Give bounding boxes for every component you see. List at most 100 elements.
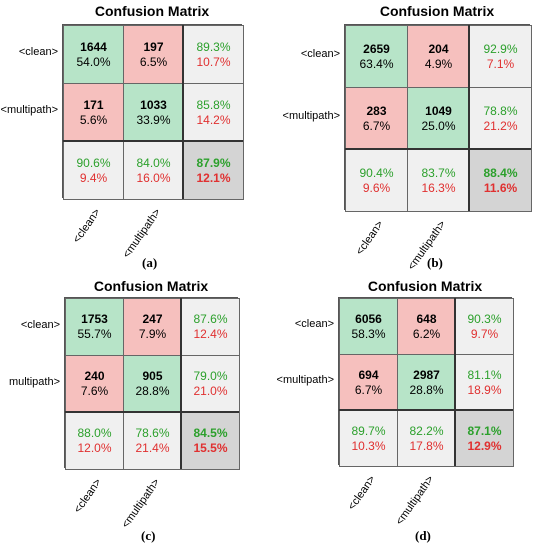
summary-separator-horizontal [345,148,531,150]
row-correct-rate: 85.8% [196,97,231,112]
cell-count: 283 [366,103,387,118]
caption-text: (b) [427,255,443,270]
matrix-cell: 905 28.8% [123,355,182,413]
row-summary-cell: 79.0% 21.0% [181,355,240,413]
caption-text: (c) [141,528,156,543]
row-correct-rate: 90.3% [467,311,502,326]
column-error-rate: 10.3% [351,438,386,453]
row-label: multipath> [8,375,60,388]
overall-accuracy-cell: 87.9% 12.1% [183,141,244,200]
row-label: <clean> [20,318,60,331]
column-correct-rate: 90.4% [359,165,394,180]
column-error-rate: 9.4% [79,170,108,185]
overall-accuracy: 87.1% [467,423,502,438]
column-error-rate: 9.6% [362,180,391,195]
column-label: <clean> [70,206,103,246]
row-error-rate: 7.1% [486,56,515,71]
matrix-grid: 2659 63.4% 204 4.9% 92.9% 7.1% 283 6.7% 1049 25.0… [344,24,532,212]
overall-error: 12.9% [467,438,502,453]
cell-percent: 55.7% [77,327,112,341]
column-correct-rate: 83.7% [421,165,456,180]
cell-percent: 54.0% [76,54,111,69]
matrix-cell: 694 6.7% [339,354,398,411]
column-error-rate: 12.0% [77,441,112,455]
row-summary-cell: 87.6% 12.4% [181,298,240,356]
overall-accuracy: 88.4% [483,165,518,180]
summary-separator-vertical [454,298,456,466]
confusion-matrix-panel: Confusion Matrix 6056 58.3% 648 6.2% 90.3% 9.7… [272,275,544,550]
panel-caption: (b) [427,255,443,271]
row-error-rate: 9.7% [470,326,499,341]
row-summary-cell: 81.1% 18.9% [455,354,514,411]
column-correct-rate: 82.2% [409,423,444,438]
row-summary-cell: 85.8% 14.2% [183,83,244,142]
cell-count: 1049 [425,103,452,118]
column-label: <clean> [345,473,378,513]
row-summary-cell: 92.9% 7.1% [469,25,532,88]
column-summary-cell: 78.6% 21.4% [123,412,182,470]
cell-percent: 28.8% [409,382,444,397]
overall-accuracy: 87.9% [196,155,231,170]
chart-title: Confusion Matrix [94,3,210,19]
column-summary-cell: 83.7% 16.3% [407,149,470,212]
column-summary-cell: 89.7% 10.3% [339,410,398,467]
row-correct-rate: 89.3% [196,39,231,54]
confusion-matrix-panel: Confusion Matrix 2659 63.4% 204 4.9% 92.9% 7.1… [272,0,544,275]
row-error-rate: 12.4% [193,327,228,341]
row-summary-cell: 78.8% 21.2% [469,87,532,150]
column-correct-rate: 84.0% [136,155,171,170]
row-label: <clean> [294,318,334,330]
overall-error: 12.1% [196,170,231,185]
row-correct-rate: 87.6% [193,312,228,326]
column-correct-rate: 90.6% [76,155,111,170]
cell-percent: 6.7% [362,118,391,133]
column-error-rate: 16.3% [421,180,456,195]
summary-separator-vertical [180,298,182,469]
cell-percent: 5.6% [79,112,108,127]
overall-accuracy: 84.5% [193,426,228,440]
row-correct-rate: 92.9% [483,41,518,56]
matrix-cell: 204 4.9% [407,25,470,88]
cell-count: 197 [143,39,164,54]
summary-separator-horizontal [65,411,239,413]
matrix-cell: 197 6.5% [123,25,184,84]
column-correct-rate: 78.6% [135,426,170,440]
cell-percent: 63.4% [359,56,394,71]
matrix-cell: 283 6.7% [345,87,408,150]
matrix-cell: 1753 55.7% [65,298,124,356]
row-correct-rate: 81.1% [467,367,502,382]
overall-error: 11.6% [483,180,518,195]
row-label: <multipath> [0,104,58,116]
matrix-cell: 2987 28.8% [397,354,456,411]
matrix-cell: 247 7.9% [123,298,182,356]
cell-percent: 33.9% [136,112,171,127]
cell-count: 648 [416,311,437,326]
cell-percent: 4.9% [424,56,453,71]
column-error-rate: 16.0% [136,170,171,185]
matrix-grid: 1753 55.7% 247 7.9% 87.6% 12.4% 240 7.6% 905 28.8… [64,297,240,470]
row-label: <multipath> [282,110,340,122]
summary-separator-vertical [182,25,184,199]
cell-count: 204 [428,41,449,56]
column-summary-cell: 90.4% 9.6% [345,149,408,212]
confusion-matrix-panel: Confusion Matrix 1753 55.7% 247 7.9% 87.6% 12.… [0,275,272,550]
overall-accuracy-cell: 84.5% 15.5% [181,412,240,470]
caption-text: (d) [415,528,431,543]
confusion-matrix-panel: Confusion Matrix 1644 54.0% 197 6.5% 89.3% 10.… [0,0,272,275]
cell-percent: 58.3% [351,326,386,341]
matrix-cell: 1033 33.9% [123,83,184,142]
column-correct-rate: 88.0% [77,426,112,440]
matrix-cell: 2659 63.4% [345,25,408,88]
matrix-cell: 171 5.6% [63,83,124,142]
panel-caption: (a) [142,255,157,271]
chart-title: Confusion Matrix [93,278,209,294]
matrix-cell: 1644 54.0% [63,25,124,84]
summary-separator-horizontal [339,409,513,411]
overall-accuracy-cell: 88.4% 11.6% [469,149,532,212]
cell-count: 1644 [80,39,107,54]
column-summary-cell: 90.6% 9.4% [63,141,124,200]
panel-caption: (d) [415,528,431,544]
summary-separator-vertical [468,25,470,211]
overall-accuracy-cell: 87.1% 12.9% [455,410,514,467]
row-error-rate: 21.0% [193,384,228,398]
